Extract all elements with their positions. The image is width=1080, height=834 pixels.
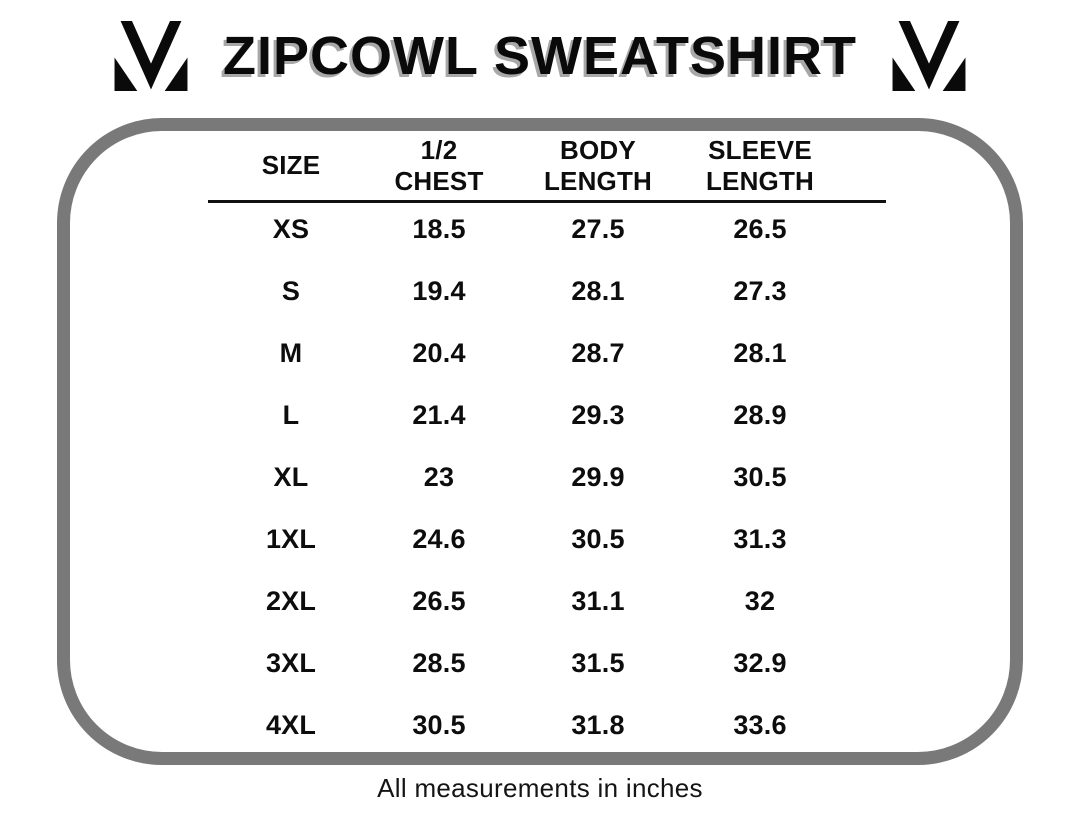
sleeve-cell: 27.3 (733, 275, 787, 306)
sleeve-cell: 32.9 (733, 647, 787, 678)
body-cell: 29.3 (571, 399, 625, 430)
chest-cell: 26.5 (412, 585, 466, 616)
column-header-chest: 1/2 CHEST (394, 134, 484, 196)
body-cell: 30.5 (571, 523, 625, 554)
size-table: SIZE 1/2 CHEST BODY LENGTH SLEEVE LENGTH… (208, 133, 828, 756)
brand-logo-right (891, 21, 967, 91)
chest-cell: 24.6 (412, 523, 466, 554)
size-cell: 1XL (265, 523, 317, 554)
size-cell: S (281, 275, 301, 306)
column-header-sleeve: SLEEVE LENGTH (705, 134, 815, 196)
sleeve-cell: 26.5 (733, 213, 787, 244)
m-logo-icon (892, 21, 966, 91)
sleeve-cell: 33.6 (733, 709, 787, 740)
body-cell: 28.1 (571, 275, 625, 306)
size-chart-panel: SIZE 1/2 CHEST BODY LENGTH SLEEVE LENGTH… (57, 118, 1023, 765)
chest-cell: 20.4 (412, 337, 466, 368)
body-cell: 27.5 (571, 213, 625, 244)
brand-logo-left (113, 21, 189, 91)
footer-note: All measurements in inches (377, 773, 703, 803)
chest-cell: 21.4 (412, 399, 466, 430)
page-title: ZIPCOWL SWEATSHIRT (223, 26, 857, 86)
header-underline-divider (208, 200, 886, 203)
body-cell: 31.5 (571, 647, 625, 678)
m-logo-icon (114, 21, 188, 91)
sleeve-cell: 30.5 (733, 461, 787, 492)
size-cell: XL (273, 461, 309, 492)
sleeve-cell: 31.3 (733, 523, 787, 554)
column-header-size: SIZE (261, 150, 321, 181)
size-cell: XS (272, 213, 310, 244)
size-cell: 2XL (265, 585, 317, 616)
chest-cell: 23 (423, 461, 455, 492)
chest-cell: 19.4 (412, 275, 466, 306)
body-cell: 29.9 (571, 461, 625, 492)
chest-cell: 18.5 (412, 213, 466, 244)
size-cell: L (282, 399, 300, 430)
sleeve-cell: 28.9 (733, 399, 787, 430)
sleeve-cell: 28.1 (733, 337, 787, 368)
body-cell: 28.7 (571, 337, 625, 368)
body-cell: 31.8 (571, 709, 625, 740)
chest-cell: 30.5 (412, 709, 466, 740)
chest-cell: 28.5 (412, 647, 466, 678)
body-cell: 31.1 (571, 585, 625, 616)
header: ZIPCOWL SWEATSHIRT (0, 0, 1080, 112)
size-cell: 4XL (265, 709, 317, 740)
column-header-body: BODY LENGTH (543, 134, 653, 196)
size-cell: 3XL (265, 647, 317, 678)
size-cell: M (279, 337, 303, 368)
sleeve-cell: 32 (744, 585, 776, 616)
